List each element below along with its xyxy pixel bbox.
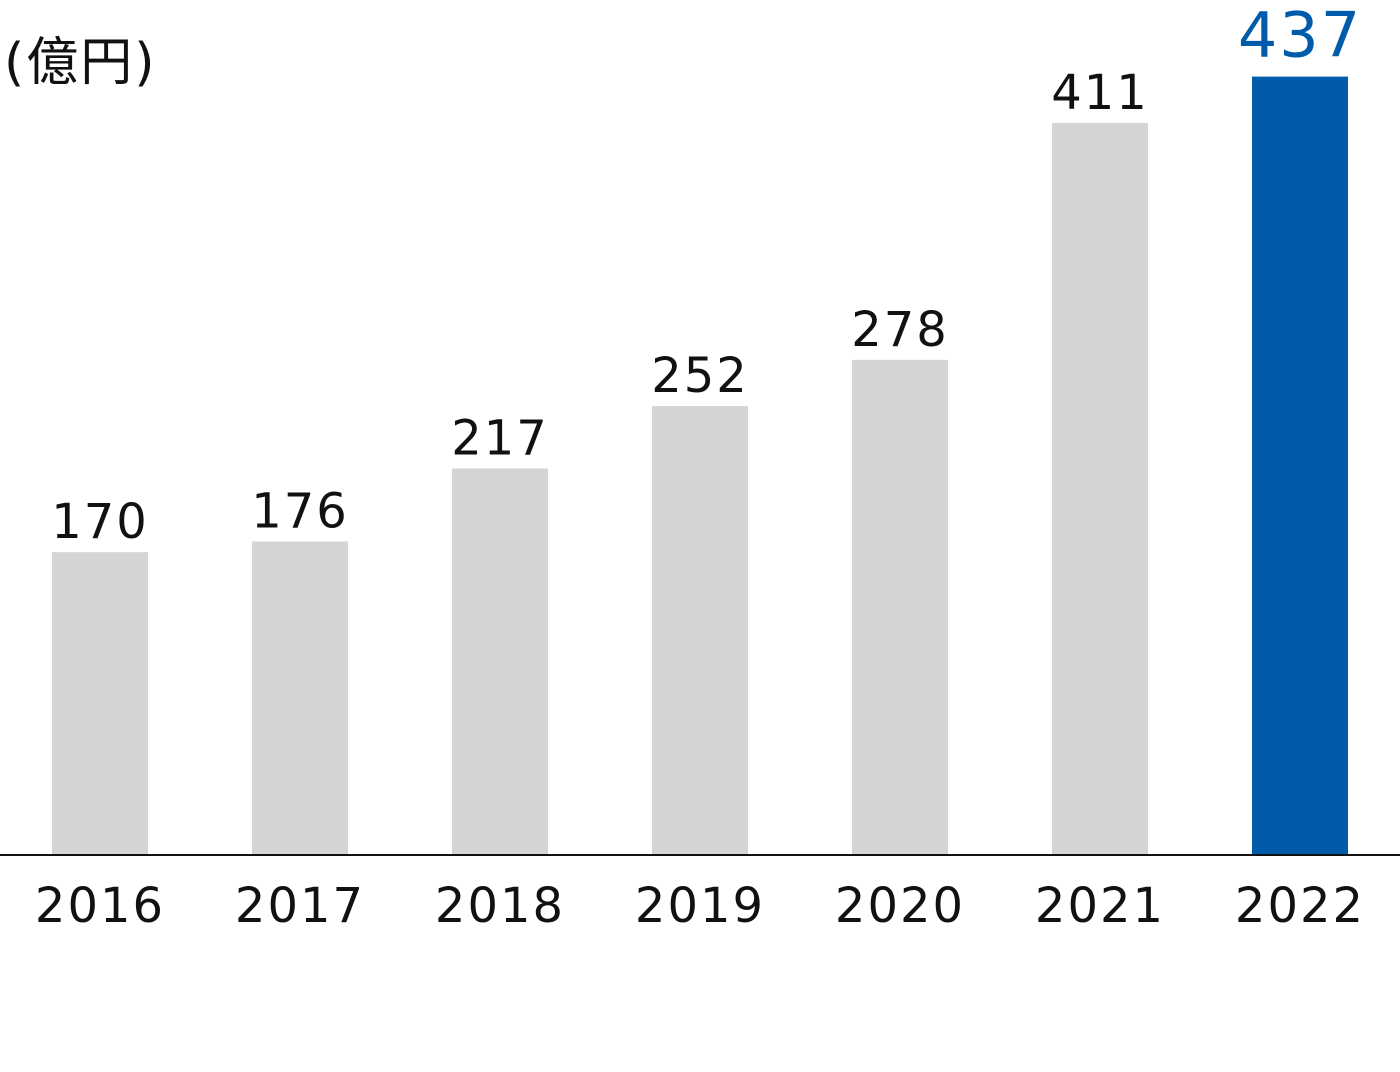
value-label: 217 xyxy=(451,410,549,466)
x-tick-label: 2017 xyxy=(235,878,365,934)
bar xyxy=(852,359,948,855)
x-tick-label: 2019 xyxy=(635,878,765,934)
value-label: 170 xyxy=(51,494,149,550)
value-label: 411 xyxy=(1051,65,1149,121)
x-tick-label: 2018 xyxy=(435,878,565,934)
bar xyxy=(52,552,148,855)
value-label: 437 xyxy=(1238,0,1362,72)
bar xyxy=(652,406,748,855)
bar xyxy=(252,541,348,855)
x-tick-label: 2021 xyxy=(1035,878,1165,934)
unit-label: (億円) xyxy=(4,33,157,93)
value-label: 252 xyxy=(651,348,749,404)
x-tick-label: 2022 xyxy=(1235,878,1365,934)
bar xyxy=(452,468,548,855)
value-label: 176 xyxy=(251,484,349,540)
bar xyxy=(1252,76,1348,855)
x-tick-label: 2020 xyxy=(835,878,965,934)
value-label: 278 xyxy=(851,302,949,358)
x-tick-label: 2016 xyxy=(35,878,165,934)
bar xyxy=(1052,122,1148,855)
